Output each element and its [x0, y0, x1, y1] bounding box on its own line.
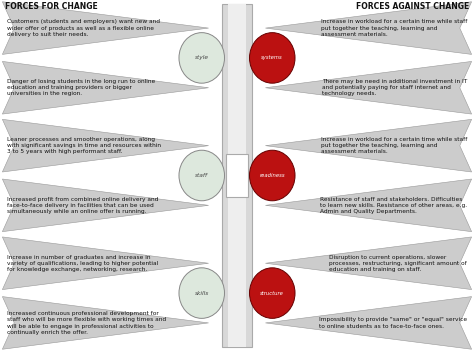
Polygon shape	[265, 119, 472, 172]
Text: Leaner processes and smoother operations, along
with significant savings in time: Leaner processes and smoother operations…	[7, 137, 161, 154]
Text: Resistance of staff and stakeholders. Difficulties
to learn new skills. Resistan: Resistance of staff and stakeholders. Di…	[320, 197, 467, 214]
Polygon shape	[265, 237, 472, 290]
Text: Increased continuous professional development for
staff who will be more flexibl: Increased continuous professional develo…	[7, 311, 166, 335]
FancyBboxPatch shape	[222, 4, 252, 347]
Text: Increase in number of graduates and increase in
variety of qualifications, leadi: Increase in number of graduates and incr…	[7, 254, 158, 272]
Polygon shape	[2, 61, 209, 114]
Ellipse shape	[179, 33, 225, 83]
FancyBboxPatch shape	[226, 154, 248, 197]
Text: Danger of losing students in the long run to online
education and training provi: Danger of losing students in the long ru…	[7, 79, 155, 97]
Polygon shape	[265, 179, 472, 232]
Polygon shape	[265, 61, 472, 114]
Text: Increase in workload for a certain time while staff
put together the teaching, l: Increase in workload for a certain time …	[320, 137, 467, 154]
Polygon shape	[2, 119, 209, 172]
Text: Disruption to current operations, slower
processes, restructuring, significant a: Disruption to current operations, slower…	[329, 254, 467, 272]
Ellipse shape	[249, 268, 295, 318]
Polygon shape	[265, 2, 472, 54]
Polygon shape	[2, 2, 209, 54]
Text: skills: skills	[195, 291, 209, 296]
Text: FORCES AGAINST CHANGE: FORCES AGAINST CHANGE	[356, 2, 469, 11]
FancyBboxPatch shape	[228, 4, 246, 347]
Polygon shape	[2, 237, 209, 290]
Text: There may be need in additional investment in IT
and potentially paying for staf: There may be need in additional investme…	[322, 79, 467, 97]
Text: style: style	[195, 55, 209, 60]
Text: systems: systems	[261, 55, 283, 60]
Text: staff: staff	[195, 173, 208, 178]
Polygon shape	[2, 297, 209, 349]
Text: FORCES FOR CHANGE: FORCES FOR CHANGE	[5, 2, 98, 11]
Text: Increase in workload for a certain time while staff
put together the teaching, l: Increase in workload for a certain time …	[320, 19, 467, 37]
Text: Increased profit from combined online delivery and
face-to-face delivery in faci: Increased profit from combined online de…	[7, 197, 158, 214]
Text: structure: structure	[260, 291, 284, 296]
Ellipse shape	[249, 150, 295, 201]
Polygon shape	[265, 297, 472, 349]
Text: readiness: readiness	[259, 173, 285, 178]
Ellipse shape	[179, 150, 225, 201]
Text: Impossibility to provide "same" or "equal" service
to online students as to face: Impossibility to provide "same" or "equa…	[319, 317, 467, 329]
Ellipse shape	[179, 268, 225, 318]
Ellipse shape	[249, 33, 295, 83]
Polygon shape	[2, 179, 209, 232]
Text: Customers (students and employers) want new and
wider offer of products as well : Customers (students and employers) want …	[7, 19, 160, 37]
